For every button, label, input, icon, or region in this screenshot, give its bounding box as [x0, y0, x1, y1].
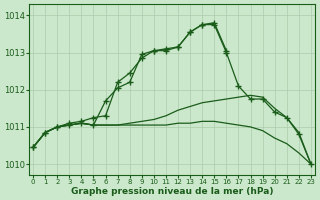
- X-axis label: Graphe pression niveau de la mer (hPa): Graphe pression niveau de la mer (hPa): [71, 187, 273, 196]
